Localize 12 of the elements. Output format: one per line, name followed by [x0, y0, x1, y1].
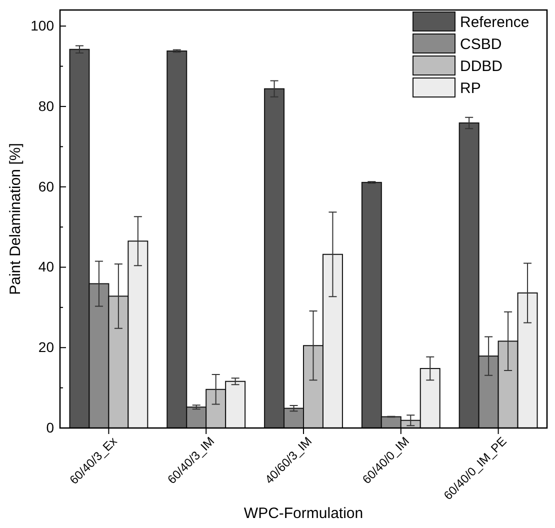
x-axis-title: WPC-Formulation [244, 505, 364, 522]
legend-label: RP [460, 80, 481, 97]
y-tick-label: 80 [38, 98, 54, 114]
y-tick-label: 20 [38, 339, 54, 356]
y-tick-label: 60 [38, 178, 54, 194]
y-tick-label: 0 [46, 419, 54, 436]
legend-label: CSBD [460, 36, 502, 53]
y-axis-title: Paint Delamination [%] [7, 143, 24, 295]
y-tick-label: 100 [30, 18, 54, 34]
legend-label: Reference [460, 14, 530, 31]
legend-label: DDBD [460, 58, 503, 75]
y-tick-label: 40 [38, 258, 54, 275]
